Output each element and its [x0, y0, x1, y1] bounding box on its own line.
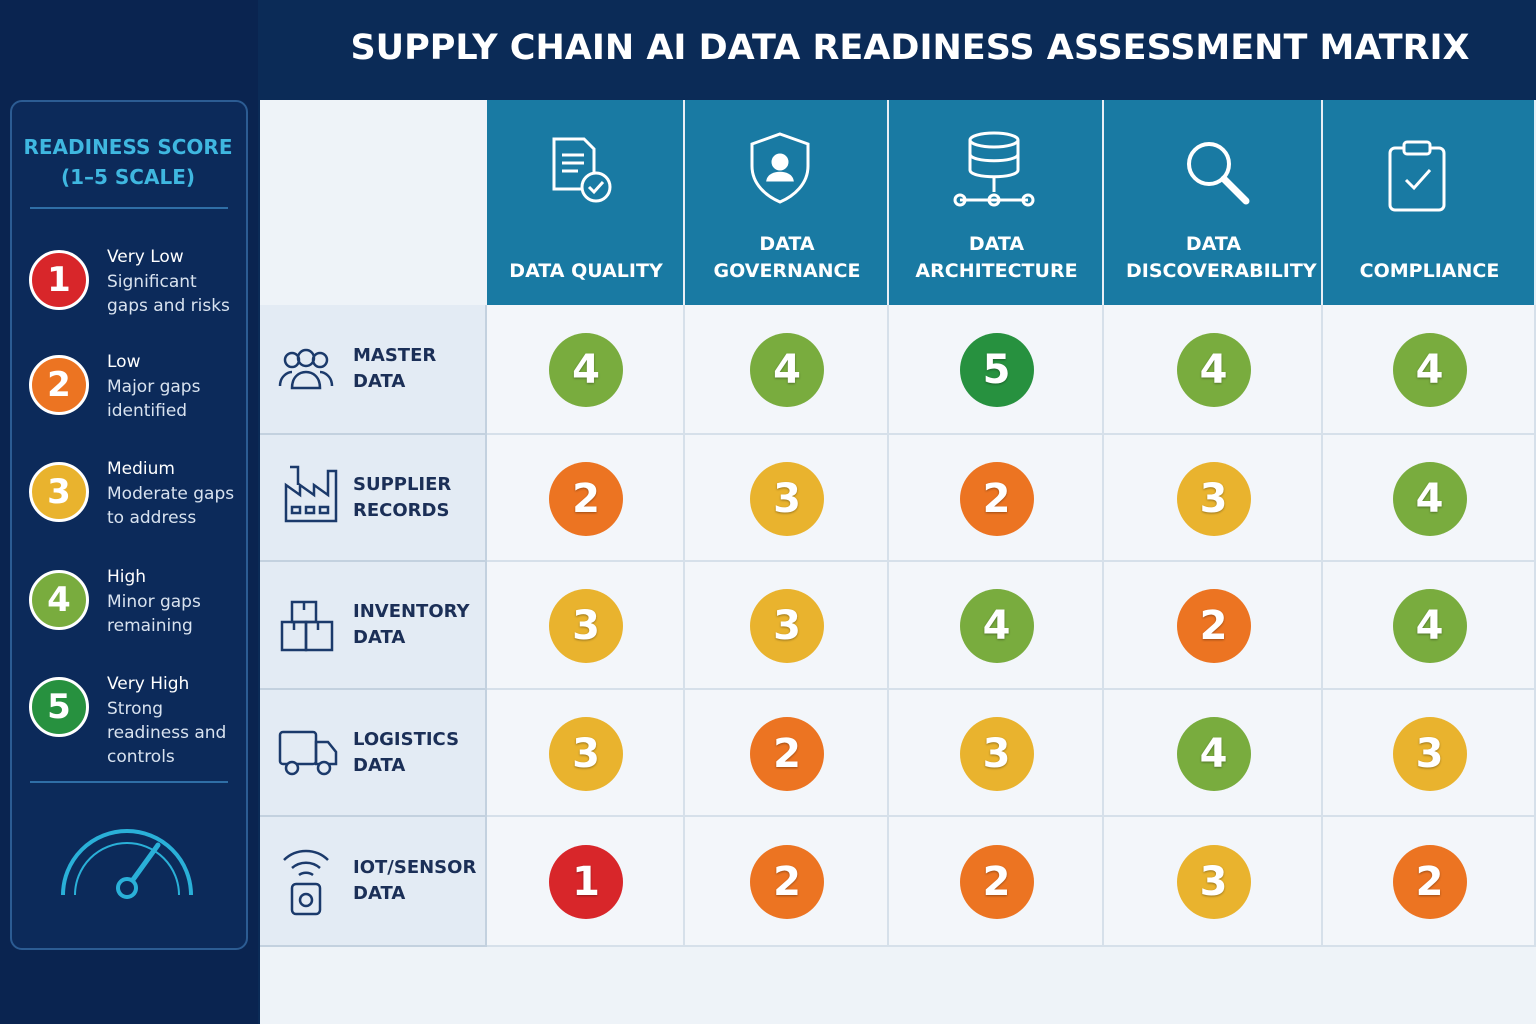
column-header: [685, 100, 889, 305]
row-header: [260, 562, 487, 690]
score-badge: 4: [549, 333, 623, 407]
divider: [30, 781, 228, 783]
score-badge: 5: [959, 333, 1034, 407]
score-badge: 2: [959, 845, 1034, 919]
score-badge: 4: [1392, 333, 1467, 407]
column-header-text: DATA GOVERNANCE: [713, 233, 861, 282]
icon: [278, 348, 334, 390]
row-header: [260, 305, 487, 435]
score-badge: 4: [1392, 589, 1467, 663]
score-badge: 2: [1176, 589, 1251, 663]
score-badge: 3: [549, 589, 623, 663]
row-header: [260, 435, 487, 562]
score-badge: 1: [549, 845, 623, 919]
score-badge: 4: [959, 589, 1034, 663]
gauge-icon: [61, 829, 193, 899]
icon: [552, 137, 612, 203]
legend-badge: 1: [29, 250, 89, 310]
legend-description: Moderate gaps to address: [107, 484, 235, 528]
legend-description: Major gaps identified: [107, 377, 201, 421]
row-label: SUPPLIER RECORDS: [353, 473, 452, 521]
icon: [1187, 142, 1250, 205]
score-badge: 4: [1392, 461, 1467, 536]
icon: [278, 730, 338, 776]
legend-label: Low: [107, 352, 141, 372]
column-header-text: COMPLIANCE: [1359, 260, 1500, 282]
score-badge: 2: [549, 461, 623, 536]
row-header: [260, 817, 487, 947]
score-badge: 3: [549, 716, 623, 791]
icon: [284, 465, 338, 523]
cell: [889, 305, 1104, 435]
page-title: SUPPLY CHAIN AI DATA READINESS ASSESSMEN…: [350, 28, 1470, 68]
column-header: [1104, 100, 1323, 305]
legend-panel: [10, 100, 248, 950]
score-badge: 3: [750, 461, 824, 536]
icon: [953, 131, 1035, 207]
legend-badge: 3: [29, 462, 89, 522]
column-header-text: DATA DISCOVERABILITY: [1126, 233, 1317, 282]
row-label: IOT/SENSOR DATA: [353, 857, 477, 904]
column-header: [1323, 100, 1536, 305]
legend-description: Minor gaps remaining: [107, 592, 201, 636]
legend-label: Medium: [107, 459, 175, 479]
score-badge: 3: [959, 716, 1034, 791]
score-badge: 4: [1176, 333, 1251, 407]
icon: [750, 132, 810, 204]
column-header: [487, 100, 685, 305]
column-header-text: DATA QUALITY: [509, 260, 663, 282]
row-label: LOGISTICS DATA: [353, 728, 460, 776]
legend-description: Significant gaps and risks: [107, 272, 230, 316]
column-header-text: DATA ARCHITECTURE: [915, 233, 1078, 282]
score-badge: 2: [1392, 845, 1467, 919]
row-header: [260, 690, 487, 817]
score-badge: 2: [750, 845, 824, 919]
score-badge: 3: [750, 589, 824, 663]
score-badge: 4: [1176, 716, 1251, 791]
legend-badge: 5: [29, 677, 89, 737]
divider: [30, 207, 228, 209]
score-badge: 2: [959, 461, 1034, 536]
corner: [260, 100, 487, 305]
icon: [280, 600, 334, 652]
legend-badge: 4: [29, 570, 89, 630]
legend-label: High: [107, 567, 147, 587]
score-badge: 3: [1392, 716, 1467, 791]
score-badge: 4: [750, 333, 824, 407]
score-badge: 3: [1176, 461, 1251, 536]
legend-description: Strong readiness and controls: [107, 699, 227, 767]
legend-badge: 2: [29, 355, 89, 415]
score-badge: 3: [1176, 845, 1251, 919]
row-label: INVENTORY DATA: [353, 601, 470, 648]
row-label: MASTER DATA: [353, 345, 437, 392]
icon: [1388, 140, 1446, 212]
icon: [283, 849, 329, 916]
legend-label: Very High: [107, 674, 190, 694]
legend-label: Very Low: [107, 247, 184, 267]
legend-title: READINESS SCORE (1–5 SCALE): [23, 135, 233, 189]
score-badge: 2: [750, 716, 824, 791]
